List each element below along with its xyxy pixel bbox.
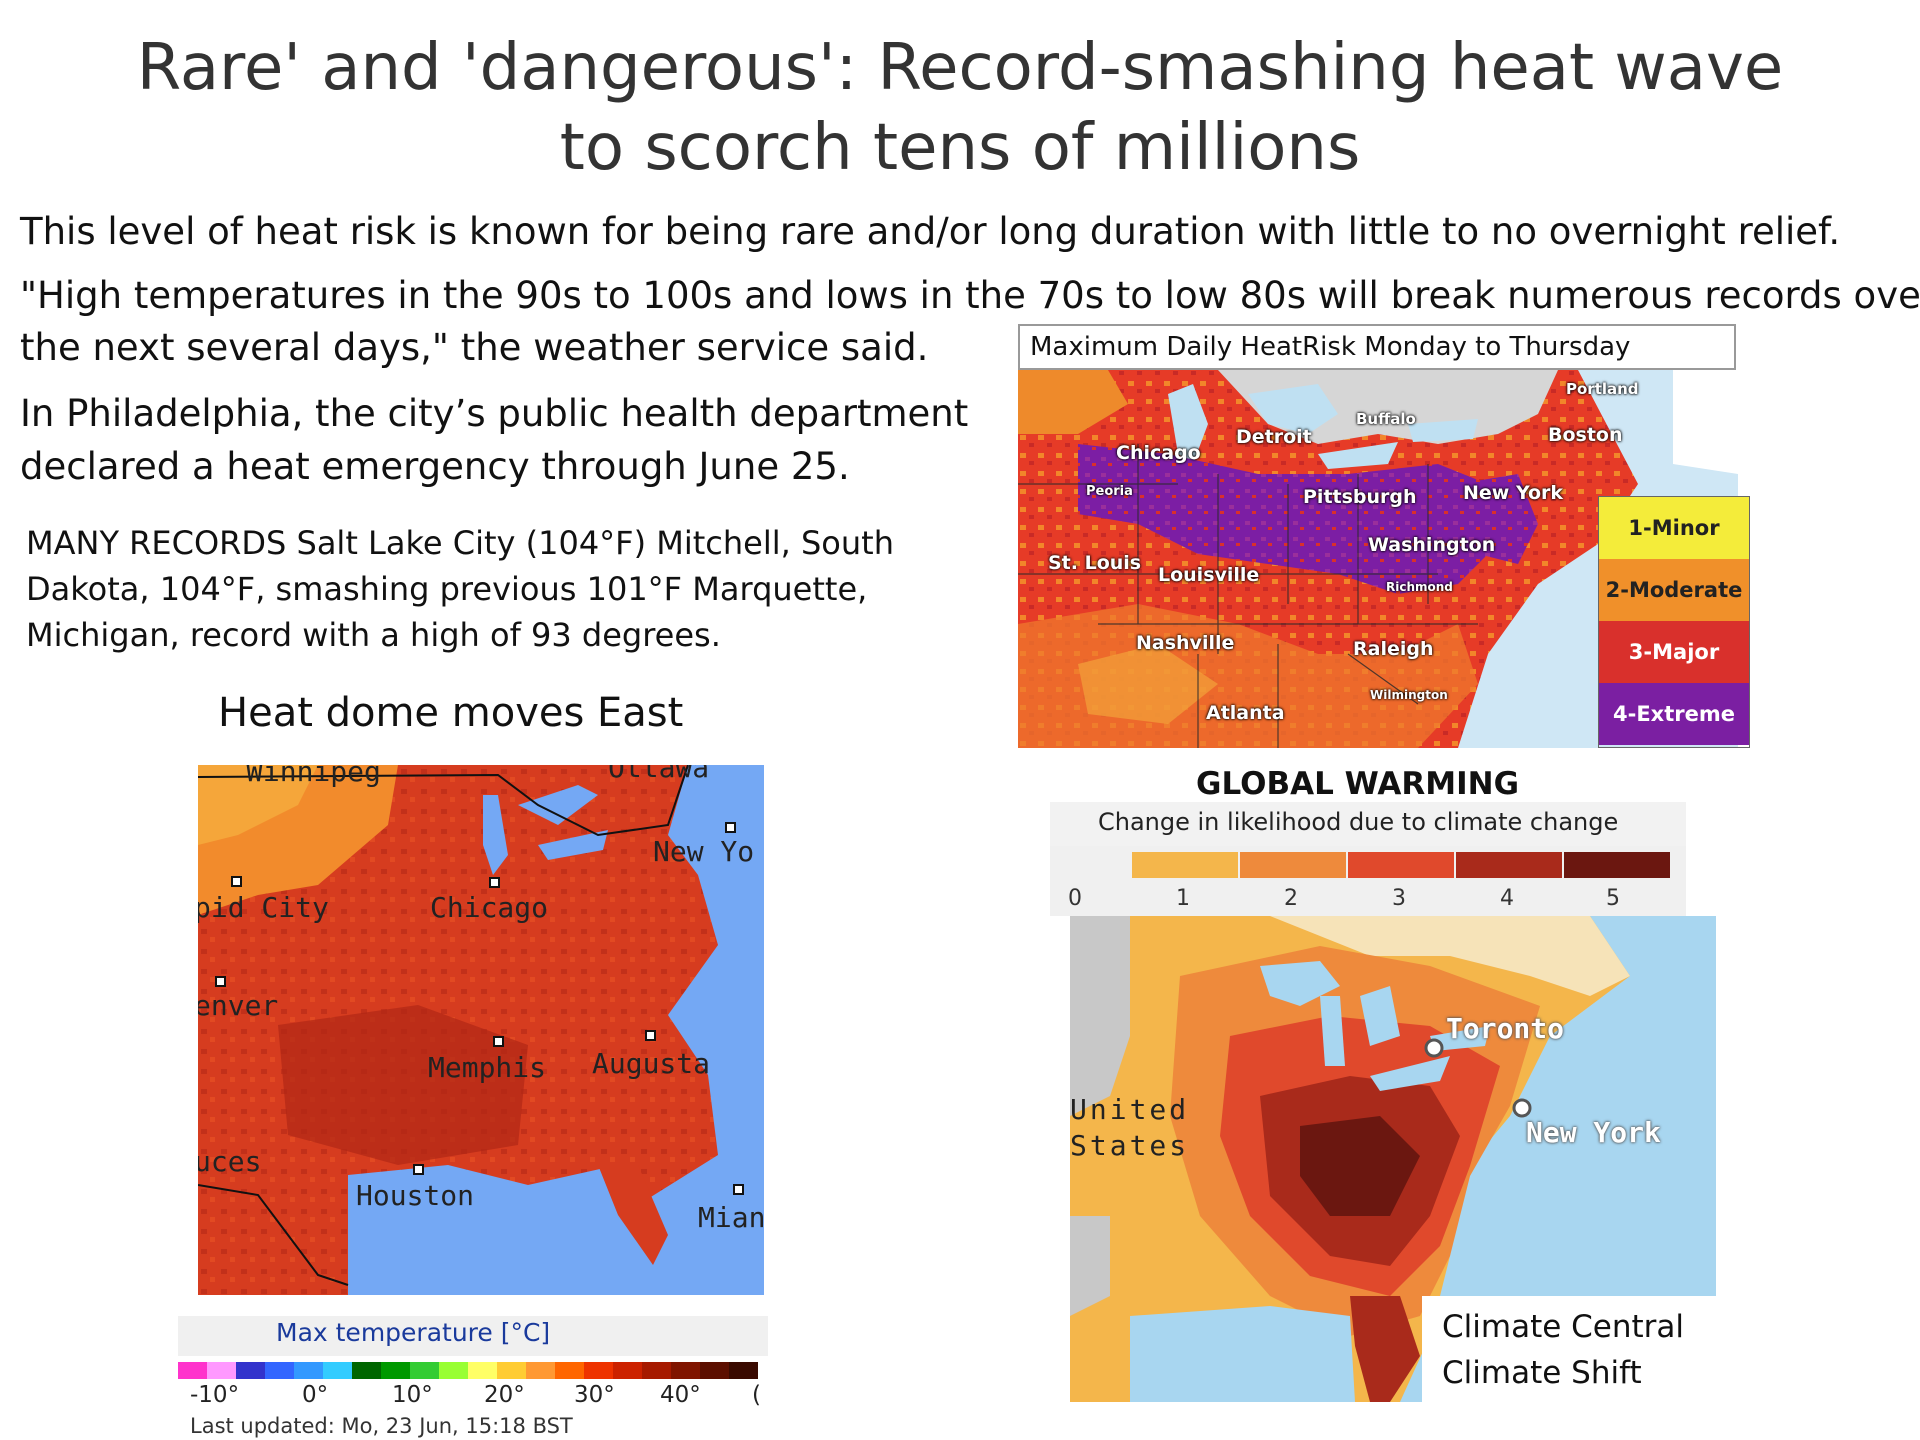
city-label-ottawa: Ottawa — [608, 765, 710, 784]
city-label-st-louis: St. Louis — [1048, 552, 1142, 574]
headline-line-1: Rare' and 'dangerous': Record-smashing h… — [136, 31, 1784, 105]
city-label-new-york-2: New York — [1526, 1116, 1661, 1149]
heat-dome-heading: Heat dome moves East — [218, 690, 684, 736]
city-label-houston: Houston — [356, 1179, 475, 1212]
likelihood-tick-5: 5 — [1606, 886, 1620, 911]
temperature-scale-header — [178, 1316, 768, 1356]
paragraph-quote-line-2: the next several days," the weather serv… — [20, 326, 929, 369]
city-label-winnipeg: Winnipeg — [246, 765, 381, 788]
paragraph-philadelphia-line-1: In Philadelphia, the city’s public healt… — [20, 392, 969, 435]
city-label-chicago: Chicago — [1116, 442, 1201, 464]
city-label-las-cruces: uces — [198, 1145, 262, 1178]
likelihood-tick-3: 3 — [1392, 886, 1406, 911]
likelihood-swatch-4 — [1456, 852, 1562, 878]
city-label-boston: Boston — [1548, 424, 1623, 446]
city-label-portland: Portland — [1566, 380, 1639, 398]
records-text: MANY RECORDS Salt Lake City (104°F) Mitc… — [26, 524, 894, 654]
temperature-scale-title: Max temperature [°C] — [276, 1318, 551, 1347]
city-label-wilmington: Wilmington — [1370, 688, 1448, 702]
paragraph-heat-risk: This level of heat risk is known for bei… — [20, 210, 1841, 253]
city-label-atlanta: Atlanta — [1206, 702, 1285, 724]
city-label-new-york-cut: New Yo — [653, 835, 755, 868]
heat-dome-map: Winnipeg Ottawa New Yo pid City Chicago … — [198, 765, 764, 1295]
temperature-color-bar — [178, 1362, 758, 1379]
source-line-1: Climate Central — [1442, 1309, 1685, 1345]
city-label-peoria: Peoria — [1086, 484, 1133, 499]
legend-major: 3-Major — [1599, 621, 1749, 683]
city-label-washington: Washington — [1368, 534, 1496, 556]
legend-extreme: 4-Extreme — [1599, 683, 1749, 745]
city-label-raleigh: Raleigh — [1353, 638, 1434, 660]
temp-tick-30: 30° — [574, 1382, 615, 1408]
heatrisk-map: Chicago Detroit Buffalo Portland Boston … — [1018, 324, 1750, 748]
likelihood-swatch-2 — [1240, 852, 1346, 878]
heatrisk-legend: 1-Minor 2-Moderate 3-Major 4-Extreme — [1598, 496, 1750, 748]
city-label-detroit: Detroit — [1236, 426, 1312, 448]
global-warming-heading: GLOBAL WARMING — [1196, 766, 1520, 802]
temp-tick-10: 10° — [392, 1382, 433, 1408]
paragraph-quote-line-1: "High temperatures in the 90s to 100s an… — [20, 274, 1920, 317]
likelihood-subtitle: Change in likelihood due to climate chan… — [1098, 808, 1619, 836]
likelihood-swatch-3 — [1348, 852, 1454, 878]
temp-tick-cut: ( — [752, 1382, 761, 1408]
likelihood-tick-0: 0 — [1068, 886, 1082, 911]
likelihood-tick-4: 4 — [1500, 886, 1514, 911]
source-line-2: Climate Shift — [1442, 1355, 1642, 1391]
city-label-buffalo: Buffalo — [1356, 410, 1416, 428]
likelihood-swatch-1 — [1132, 852, 1238, 878]
city-label-chicago-2: Chicago — [430, 891, 549, 924]
temp-tick-40: 40° — [660, 1382, 701, 1408]
city-label-denver: enver — [198, 989, 279, 1022]
paragraph-philadelphia-line-2: declared a heat emergency through June 2… — [20, 445, 850, 488]
country-label-line-1: United — [1070, 1093, 1190, 1126]
heat-dome-map-graphic — [198, 765, 764, 1295]
city-label-new-york: New York — [1463, 482, 1564, 504]
city-label-miami: Mian — [698, 1201, 764, 1234]
city-label-toronto: Toronto — [1446, 1012, 1565, 1045]
temp-tick-minus-10: -10° — [190, 1382, 240, 1408]
headline-line-2: to scorch tens of millions — [559, 111, 1361, 185]
likelihood-swatch-5 — [1564, 852, 1670, 878]
source-box: Climate Central Climate Shift — [1422, 1296, 1716, 1402]
country-label: United States — [1070, 1092, 1189, 1164]
temp-tick-20: 20° — [484, 1382, 525, 1408]
legend-moderate: 2-Moderate — [1599, 559, 1749, 621]
city-label-memphis: Memphis — [428, 1051, 547, 1084]
city-label-rapid-city: pid City — [198, 891, 329, 924]
climate-shift-map: Toronto New York United States Climate C… — [1070, 916, 1716, 1402]
last-updated-text: Last updated: Mo, 23 Jun, 15:18 BST — [190, 1414, 573, 1438]
country-label-line-2: States — [1070, 1129, 1190, 1162]
city-label-augusta: Augusta — [592, 1047, 711, 1080]
heatrisk-map-title: Maximum Daily HeatRisk Monday to Thursda… — [1018, 324, 1736, 370]
city-label-richmond: Richmond — [1386, 580, 1453, 594]
likelihood-color-bar — [1132, 852, 1670, 878]
likelihood-header — [1050, 802, 1686, 846]
headline: Rare' and 'dangerous': Record-smashing h… — [0, 28, 1920, 188]
likelihood-tick-1: 1 — [1176, 886, 1190, 911]
city-label-pittsburgh: Pittsburgh — [1303, 486, 1417, 508]
legend-minor: 1-Minor — [1599, 497, 1749, 559]
temp-tick-0: 0° — [302, 1382, 329, 1408]
city-label-nashville: Nashville — [1136, 632, 1235, 654]
likelihood-tick-2: 2 — [1284, 886, 1298, 911]
city-label-louisville: Louisville — [1158, 564, 1260, 586]
